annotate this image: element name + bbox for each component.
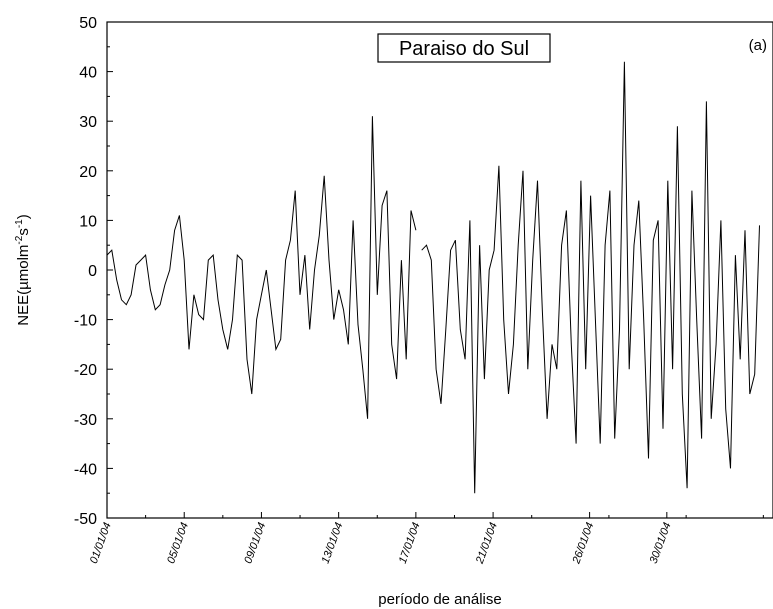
y-axis-title-sup2: -1 [14, 219, 25, 228]
y-axis-title-main: NEE(µmolm [15, 245, 32, 326]
y-tick-label: 40 [79, 65, 97, 82]
y-axis-title-mid: s [15, 228, 32, 236]
y-axis-title-sup1: -2 [14, 235, 25, 244]
y-tick-label: 20 [79, 164, 97, 181]
y-tick-label: -30 [74, 412, 97, 429]
series-line-segment [106, 116, 417, 419]
chart-title: Paraiso do Sul [399, 38, 529, 60]
y-axis-title-end: ) [15, 214, 32, 219]
x-tick-label: 09/01/04 [242, 521, 268, 565]
x-tick-label: 21/01/04 [474, 521, 500, 566]
y-tick-label: 50 [79, 15, 97, 32]
y-tick-label: 30 [79, 114, 97, 131]
x-tick-label: 30/01/04 [648, 521, 674, 565]
x-axis-title: período de análise [378, 591, 501, 608]
y-tick-label: -50 [74, 511, 97, 528]
plot-frame [106, 21, 773, 519]
series-layer [106, 61, 760, 494]
y-tick-label: -10 [74, 313, 97, 330]
y-axis-title: NEE(µmolm-2s-1) [14, 214, 32, 325]
panel-label: (a) [749, 37, 767, 54]
x-tick-label: 05/01/04 [165, 521, 191, 565]
x-tick-label: 13/01/04 [320, 521, 346, 565]
title-box: Paraiso do Sul [377, 33, 551, 63]
x-axis: 01/01/04 05/01/04 09/01/04 13/01/04 17/01/04… [88, 512, 764, 566]
x-tick-label: 17/01/04 [397, 521, 423, 565]
x-tick-label: 26/01/04 [570, 521, 596, 566]
title-frame [377, 33, 551, 63]
y-tick-label: -40 [74, 461, 97, 478]
y-tick-label: 0 [88, 263, 97, 280]
y-tick-label: 10 [79, 213, 97, 230]
y-axis: -50 -40 -30 -20 -10 0 10 20 30 40 50 [74, 15, 113, 528]
series-line-segment [421, 61, 760, 494]
y-tick-label: -20 [74, 362, 97, 379]
